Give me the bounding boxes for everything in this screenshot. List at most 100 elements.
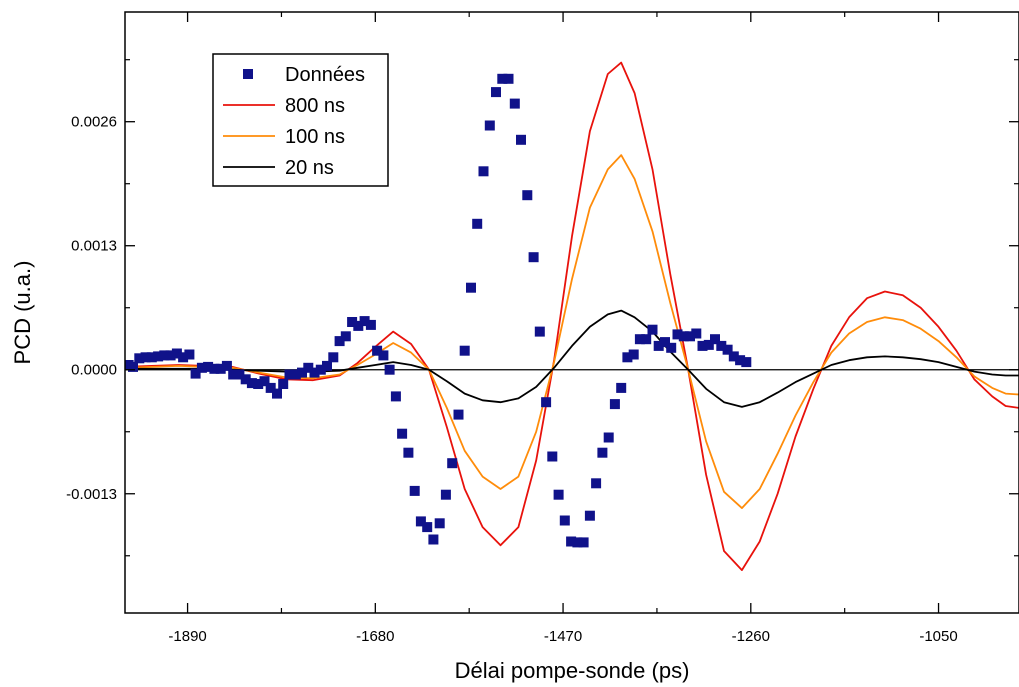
data-point xyxy=(140,352,151,363)
data-point xyxy=(353,320,364,331)
series-line-100-ns xyxy=(125,154,1019,510)
legend-entry: 100 ns xyxy=(223,126,345,148)
y-tick-label: 0.0013 xyxy=(71,238,117,255)
data-point xyxy=(647,324,658,335)
data-point xyxy=(666,342,677,353)
data-point xyxy=(447,458,458,469)
data-point xyxy=(672,329,683,340)
data-point xyxy=(491,87,501,98)
data-point xyxy=(584,510,595,521)
data-point xyxy=(347,317,358,327)
data-point xyxy=(334,336,345,347)
data-point xyxy=(290,369,301,380)
legend-entry: 800 ns xyxy=(223,95,345,117)
y-axis-title: PCD (u.a.) xyxy=(10,261,35,365)
data-point xyxy=(622,352,633,363)
data-point xyxy=(196,362,207,373)
series-points xyxy=(125,73,752,548)
data-point xyxy=(609,399,620,410)
data-point xyxy=(165,350,176,361)
legend-label: Données xyxy=(285,64,365,86)
data-point xyxy=(221,360,232,371)
data-point xyxy=(228,369,239,380)
data-point xyxy=(497,73,508,84)
legend-label: 20 ns xyxy=(285,157,334,179)
data-point xyxy=(297,367,307,378)
axis-ticks: -1890 -1680 -1470 -1260 -1050 -0.0013 0.0000 0.… xyxy=(66,12,1019,645)
data-point xyxy=(597,447,608,458)
legend-entry: 20 ns xyxy=(223,157,334,179)
data-point xyxy=(384,364,395,375)
data-point xyxy=(309,367,320,378)
data-point xyxy=(365,319,376,330)
data-point xyxy=(616,382,627,393)
data-point xyxy=(703,339,714,350)
data-point xyxy=(691,328,702,339)
plot-area xyxy=(125,61,1019,571)
data-point xyxy=(522,190,533,201)
series-line-20-ns xyxy=(125,309,1019,408)
data-point xyxy=(728,351,739,362)
data-point xyxy=(128,361,138,372)
data-point xyxy=(240,374,251,385)
data-point xyxy=(315,364,326,375)
data-point xyxy=(415,516,426,527)
data-point xyxy=(265,382,276,393)
data-point xyxy=(184,349,195,360)
data-point xyxy=(722,344,733,355)
x-tick-label: -1680 xyxy=(356,628,394,645)
data-point xyxy=(697,340,708,351)
data-point xyxy=(459,345,470,356)
data-point xyxy=(190,368,201,379)
data-point xyxy=(634,334,645,345)
plot-frame xyxy=(124,11,1019,614)
data-point xyxy=(741,357,752,368)
data-point xyxy=(472,218,483,229)
x-tick-label: -1890 xyxy=(168,628,206,645)
data-point xyxy=(572,537,583,548)
data-point xyxy=(134,353,145,364)
data-point xyxy=(328,352,339,363)
data-point xyxy=(215,363,226,374)
data-point xyxy=(466,282,476,293)
data-point xyxy=(322,360,332,371)
data-point xyxy=(653,340,664,351)
data-point xyxy=(566,536,577,547)
data-point xyxy=(478,166,489,177)
data-point xyxy=(284,369,295,380)
data-point xyxy=(272,388,282,399)
data-point xyxy=(146,352,157,363)
y-tick-label: 0.0000 xyxy=(71,362,117,379)
data-point xyxy=(409,485,420,496)
data-point xyxy=(591,478,602,489)
data-point xyxy=(547,451,558,462)
data-point xyxy=(503,73,514,84)
data-point xyxy=(390,391,401,402)
legend: Données 800 ns 100 ns 20 ns xyxy=(212,53,389,187)
data-point xyxy=(259,376,270,387)
x-tick-label: -1470 xyxy=(544,628,582,645)
data-point xyxy=(171,348,182,359)
x-tick-label: -1260 xyxy=(732,628,770,645)
data-point xyxy=(428,534,439,545)
data-point xyxy=(440,489,451,500)
data-point xyxy=(303,362,314,373)
data-point xyxy=(340,331,351,342)
data-point xyxy=(528,252,539,263)
data-point xyxy=(246,378,257,389)
data-point xyxy=(553,489,564,500)
data-point xyxy=(628,349,639,360)
data-point xyxy=(603,432,614,443)
data-point xyxy=(253,379,264,389)
data-point xyxy=(209,363,220,374)
data-point xyxy=(678,331,689,342)
data-point xyxy=(534,326,545,337)
data-point xyxy=(641,334,652,345)
legend-label: 100 ns xyxy=(285,126,345,148)
data-point xyxy=(509,98,520,109)
data-point xyxy=(716,340,727,351)
data-point xyxy=(234,369,245,380)
x-axis-title: Délai pompe-sonde (ps) xyxy=(455,658,690,683)
data-point xyxy=(516,134,526,145)
